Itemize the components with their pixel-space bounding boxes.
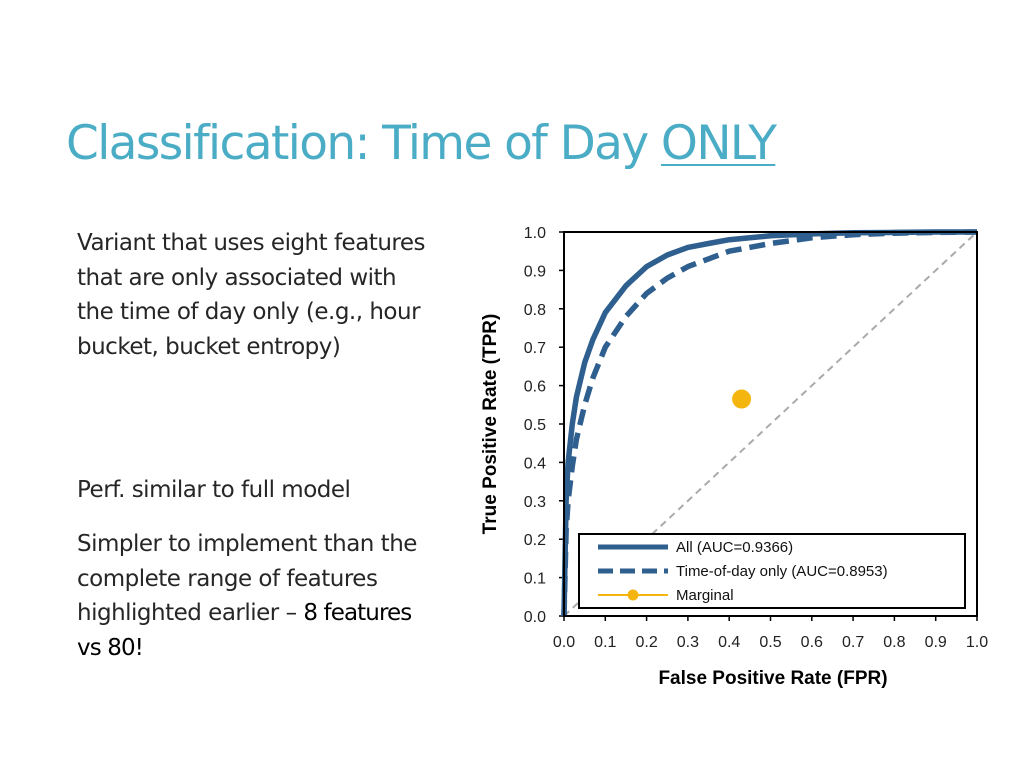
y-tick-label: 0.6 xyxy=(524,379,546,396)
x-tick-label: 0.1 xyxy=(594,634,616,651)
title-main-text: Classification: Time of Day xyxy=(66,116,661,171)
roc-curve-time-of-day xyxy=(561,229,978,617)
y-tick-label: 0.1 xyxy=(524,571,546,588)
x-tick-label: 0.0 xyxy=(553,634,575,651)
chance-diagonal-line xyxy=(563,231,978,617)
plot-frame xyxy=(563,231,978,617)
y-axis-label: True Positive Rate (TPR) xyxy=(480,314,501,535)
y-axis-ticks: 0.0 0.1 0.2 0.3 0.4 0.5 0.6 0.7 0.8 0.9 1.0 xyxy=(524,225,564,626)
title-emphasis-text: ONLY xyxy=(660,116,777,171)
x-axis-ticks: 0.0 0.1 0.2 0.3 0.4 0.5 0.6 0.7 0.8 0.9 1.0 xyxy=(553,616,988,651)
x-tick-label: 0.5 xyxy=(759,634,781,651)
x-tick-label: 0.4 xyxy=(718,634,740,651)
paragraph-performance: Perf. similar to full model xyxy=(77,477,351,503)
feature-count-emphasis: 8 features vs 80! xyxy=(77,600,412,661)
paragraph-simplicity: Simpler to implement than the complete r… xyxy=(77,527,427,665)
x-tick-label: 0.3 xyxy=(677,634,699,651)
marginal-point xyxy=(732,389,752,409)
y-tick-label: 0.3 xyxy=(524,494,546,511)
legend-entry-time-of-day: Time-of-day only (AUC=0.8953) xyxy=(676,563,888,580)
y-tick-label: 0.8 xyxy=(524,302,546,319)
x-tick-label: 1.0 xyxy=(966,634,988,651)
roc-chart: 0.0 0.1 0.2 0.3 0.4 0.5 0.6 0.7 0.8 0.9 1.0 0.0 0.1… xyxy=(470,216,1000,696)
slide-title: Classification: Time of Day ONLY xyxy=(66,108,777,180)
roc-chart-svg: 0.0 0.1 0.2 0.3 0.4 0.5 0.6 0.7 0.8 0.9 1.0 0.0 0.1… xyxy=(480,225,988,689)
y-tick-label: 0.9 xyxy=(524,263,546,280)
x-axis-label: False Positive Rate (FPR) xyxy=(658,668,887,689)
x-tick-label: 0.8 xyxy=(883,634,905,651)
x-tick-label: 0.9 xyxy=(925,634,947,651)
x-tick-label: 0.2 xyxy=(635,634,657,651)
y-tick-label: 0.5 xyxy=(524,417,546,434)
paragraph-variant-description: Variant that uses eight features that ar… xyxy=(77,230,425,360)
x-tick-label: 0.6 xyxy=(801,634,823,651)
x-tick-label: 0.7 xyxy=(842,634,864,651)
legend-entry-marginal: Marginal xyxy=(676,587,734,604)
y-tick-label: 0.7 xyxy=(524,340,546,357)
chart-legend: All (AUC=0.9366) Time-of-day only (AUC=0.… xyxy=(578,533,966,609)
legend-entry-all: All (AUC=0.9366) xyxy=(676,539,793,556)
y-tick-label: 1.0 xyxy=(524,225,546,242)
y-tick-label: 0.4 xyxy=(524,455,546,472)
paragraph-simplicity-text: Simpler to implement than the complete r… xyxy=(77,531,417,626)
y-tick-label: 0.0 xyxy=(524,609,546,626)
legend-swatch-marker xyxy=(627,589,639,601)
y-tick-label: 0.2 xyxy=(524,532,546,549)
